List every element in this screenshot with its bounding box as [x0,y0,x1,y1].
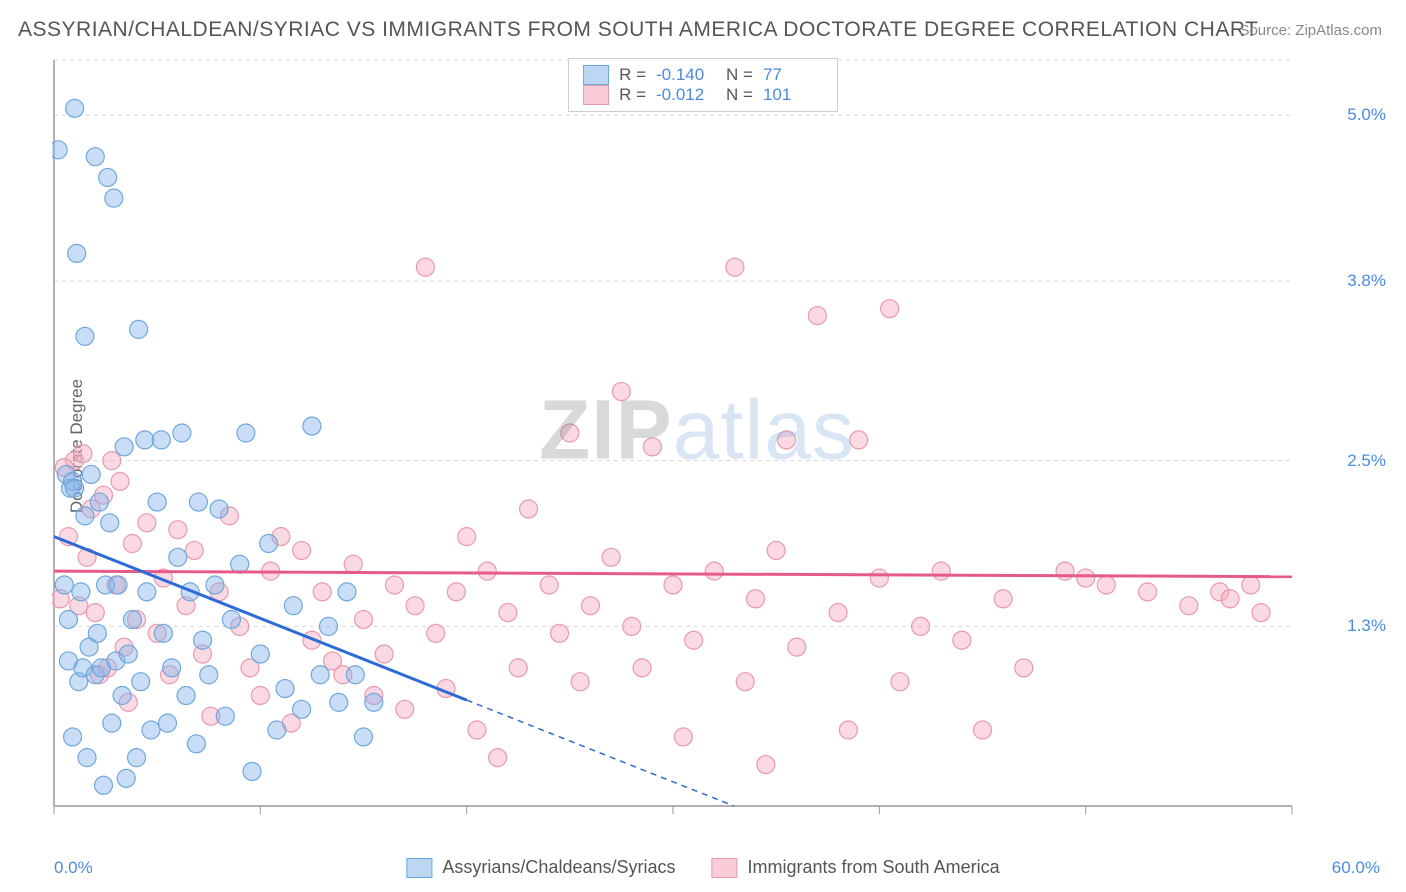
legend-item-a: Assyrians/Chaldeans/Syriacs [406,857,675,878]
n-label: N = [726,65,753,85]
x-axis-max-label: 60.0% [1332,858,1380,878]
y-tick-label: 3.8% [1347,271,1386,291]
stats-legend-box: R = -0.140 N = 77 R = -0.012 N = 101 [568,58,838,112]
legend-label-a: Assyrians/Chaldeans/Syriacs [442,857,675,878]
x-axis-min-label: 0.0% [54,858,93,878]
swatch-series-b [583,85,609,105]
chart-area: ZIPatlas [52,56,1342,836]
y-tick-label: 5.0% [1347,105,1386,125]
r-value-a: -0.140 [656,65,716,85]
bottom-legend: Assyrians/Chaldeans/Syriacs Immigrants f… [406,857,999,878]
swatch-series-a [583,65,609,85]
chart-title: ASSYRIAN/CHALDEAN/SYRIAC VS IMMIGRANTS F… [18,18,1258,42]
legend-label-b: Immigrants from South America [748,857,1000,878]
n-value-a: 77 [763,65,823,85]
stats-row-series-a: R = -0.140 N = 77 [583,65,823,85]
stats-row-series-b: R = -0.012 N = 101 [583,85,823,105]
r-value-b: -0.012 [656,85,716,105]
y-tick-label: 1.3% [1347,616,1386,636]
scatter-plot-svg [52,56,1342,836]
r-label: R = [619,85,646,105]
legend-swatch-a [406,858,432,878]
n-value-b: 101 [763,85,823,105]
source-attribution: Source: ZipAtlas.com [1239,22,1382,39]
n-label: N = [726,85,753,105]
legend-item-b: Immigrants from South America [712,857,1000,878]
legend-swatch-b [712,858,738,878]
r-label: R = [619,65,646,85]
y-tick-label: 2.5% [1347,451,1386,471]
